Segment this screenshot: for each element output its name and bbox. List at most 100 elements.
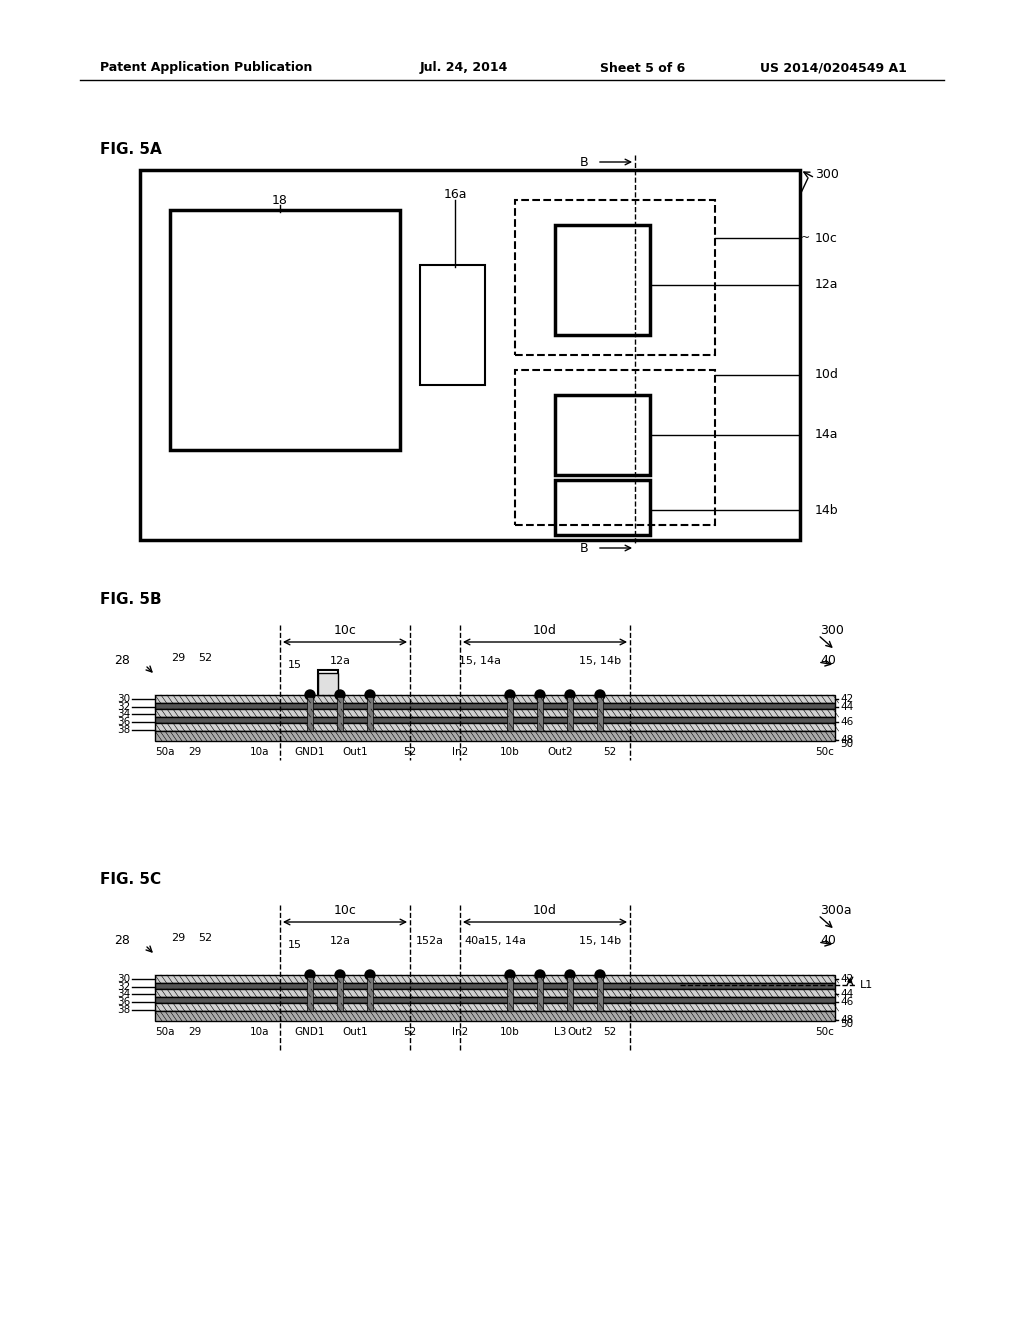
Text: 10a: 10a	[250, 747, 269, 756]
Bar	[567, 697, 573, 731]
Text: 50c: 50c	[815, 1027, 835, 1038]
Text: 48: 48	[840, 1015, 853, 1026]
Text: 52: 52	[198, 653, 212, 663]
Text: 14b: 14b	[815, 503, 839, 516]
Text: 10d: 10d	[815, 368, 839, 381]
Circle shape	[505, 970, 515, 979]
Bar	[155, 997, 835, 1003]
Text: FIG. 5B: FIG. 5B	[100, 593, 162, 607]
Text: 29: 29	[188, 1027, 202, 1038]
Text: 48: 48	[840, 735, 853, 744]
Text: 36: 36	[117, 997, 130, 1007]
Text: 18: 18	[272, 194, 288, 206]
Text: 50c: 50c	[815, 747, 835, 756]
Text: 42: 42	[840, 694, 853, 704]
Bar	[367, 977, 373, 1011]
Bar	[170, 210, 400, 450]
Bar	[555, 480, 650, 535]
Text: 42: 42	[840, 974, 853, 983]
Text: 300: 300	[815, 169, 839, 181]
Bar	[155, 717, 835, 723]
Text: 52: 52	[198, 933, 212, 942]
Text: L1: L1	[860, 979, 873, 990]
Circle shape	[335, 970, 345, 979]
Text: In2: In2	[452, 1027, 468, 1038]
Circle shape	[595, 690, 605, 700]
Bar	[140, 170, 800, 540]
Circle shape	[595, 970, 605, 979]
Bar	[337, 977, 343, 1011]
Bar	[155, 1011, 835, 1020]
Text: B: B	[580, 541, 589, 554]
Text: 32: 32	[117, 702, 130, 711]
Bar	[155, 1003, 835, 1011]
Text: 52: 52	[603, 747, 616, 756]
Text: 10b: 10b	[500, 1027, 520, 1038]
Text: Sheet 5 of 6: Sheet 5 of 6	[600, 62, 685, 74]
Text: Patent Application Publication: Patent Application Publication	[100, 62, 312, 74]
Bar	[155, 704, 835, 709]
Text: 50: 50	[840, 739, 853, 748]
Text: 50a: 50a	[156, 747, 175, 756]
Text: 10a: 10a	[250, 1027, 269, 1038]
Bar	[420, 265, 485, 385]
Text: 29: 29	[171, 933, 185, 942]
Text: GND1: GND1	[295, 747, 326, 756]
Text: 38: 38	[117, 725, 130, 735]
Text: 10d: 10d	[534, 623, 557, 636]
Bar	[155, 731, 835, 741]
Text: 28: 28	[114, 653, 130, 667]
Text: In2: In2	[452, 747, 468, 756]
Text: 10c: 10c	[815, 231, 838, 244]
Text: 34: 34	[117, 989, 130, 999]
Text: 52: 52	[403, 1027, 417, 1038]
Circle shape	[565, 690, 575, 700]
Text: L3: L3	[554, 1027, 566, 1038]
Bar	[597, 977, 603, 1011]
Text: 52: 52	[403, 747, 417, 756]
Text: 15: 15	[288, 660, 302, 671]
Bar	[155, 975, 835, 983]
Text: 10b: 10b	[500, 747, 520, 756]
Text: 50: 50	[840, 1019, 853, 1030]
Circle shape	[305, 690, 315, 700]
Text: 29: 29	[188, 747, 202, 756]
Bar	[515, 370, 715, 525]
Text: 12a: 12a	[330, 656, 350, 667]
Text: 300: 300	[820, 623, 844, 636]
Text: 15: 15	[288, 940, 302, 950]
Bar	[318, 671, 338, 696]
Text: 36: 36	[117, 717, 130, 727]
Bar	[507, 697, 513, 731]
Circle shape	[535, 970, 545, 979]
Text: 29: 29	[171, 653, 185, 663]
Bar	[318, 673, 338, 696]
Text: ~: ~	[801, 234, 810, 243]
Bar	[307, 697, 313, 731]
Text: 16a: 16a	[443, 189, 467, 202]
Text: 46: 46	[840, 997, 853, 1007]
Text: 15, 14a: 15, 14a	[484, 936, 526, 946]
Circle shape	[365, 690, 375, 700]
Text: 44: 44	[840, 702, 853, 711]
Bar	[537, 977, 543, 1011]
Text: 30: 30	[117, 974, 130, 983]
Bar	[507, 977, 513, 1011]
Text: FIG. 5A: FIG. 5A	[100, 143, 162, 157]
Text: 15, 14a: 15, 14a	[459, 656, 501, 667]
Circle shape	[335, 690, 345, 700]
Text: GND1: GND1	[295, 1027, 326, 1038]
Text: FIG. 5C: FIG. 5C	[100, 873, 161, 887]
Text: 12a: 12a	[330, 936, 350, 946]
Text: 44: 44	[840, 989, 853, 999]
Text: US 2014/0204549 A1: US 2014/0204549 A1	[760, 62, 907, 74]
Text: Jul. 24, 2014: Jul. 24, 2014	[420, 62, 508, 74]
Bar	[155, 709, 835, 717]
Text: Out1: Out1	[342, 747, 368, 756]
Bar	[337, 697, 343, 731]
Bar	[537, 697, 543, 731]
Text: 10c: 10c	[334, 903, 356, 916]
Bar	[155, 989, 835, 997]
Bar	[555, 224, 650, 335]
Text: 46: 46	[840, 717, 853, 727]
